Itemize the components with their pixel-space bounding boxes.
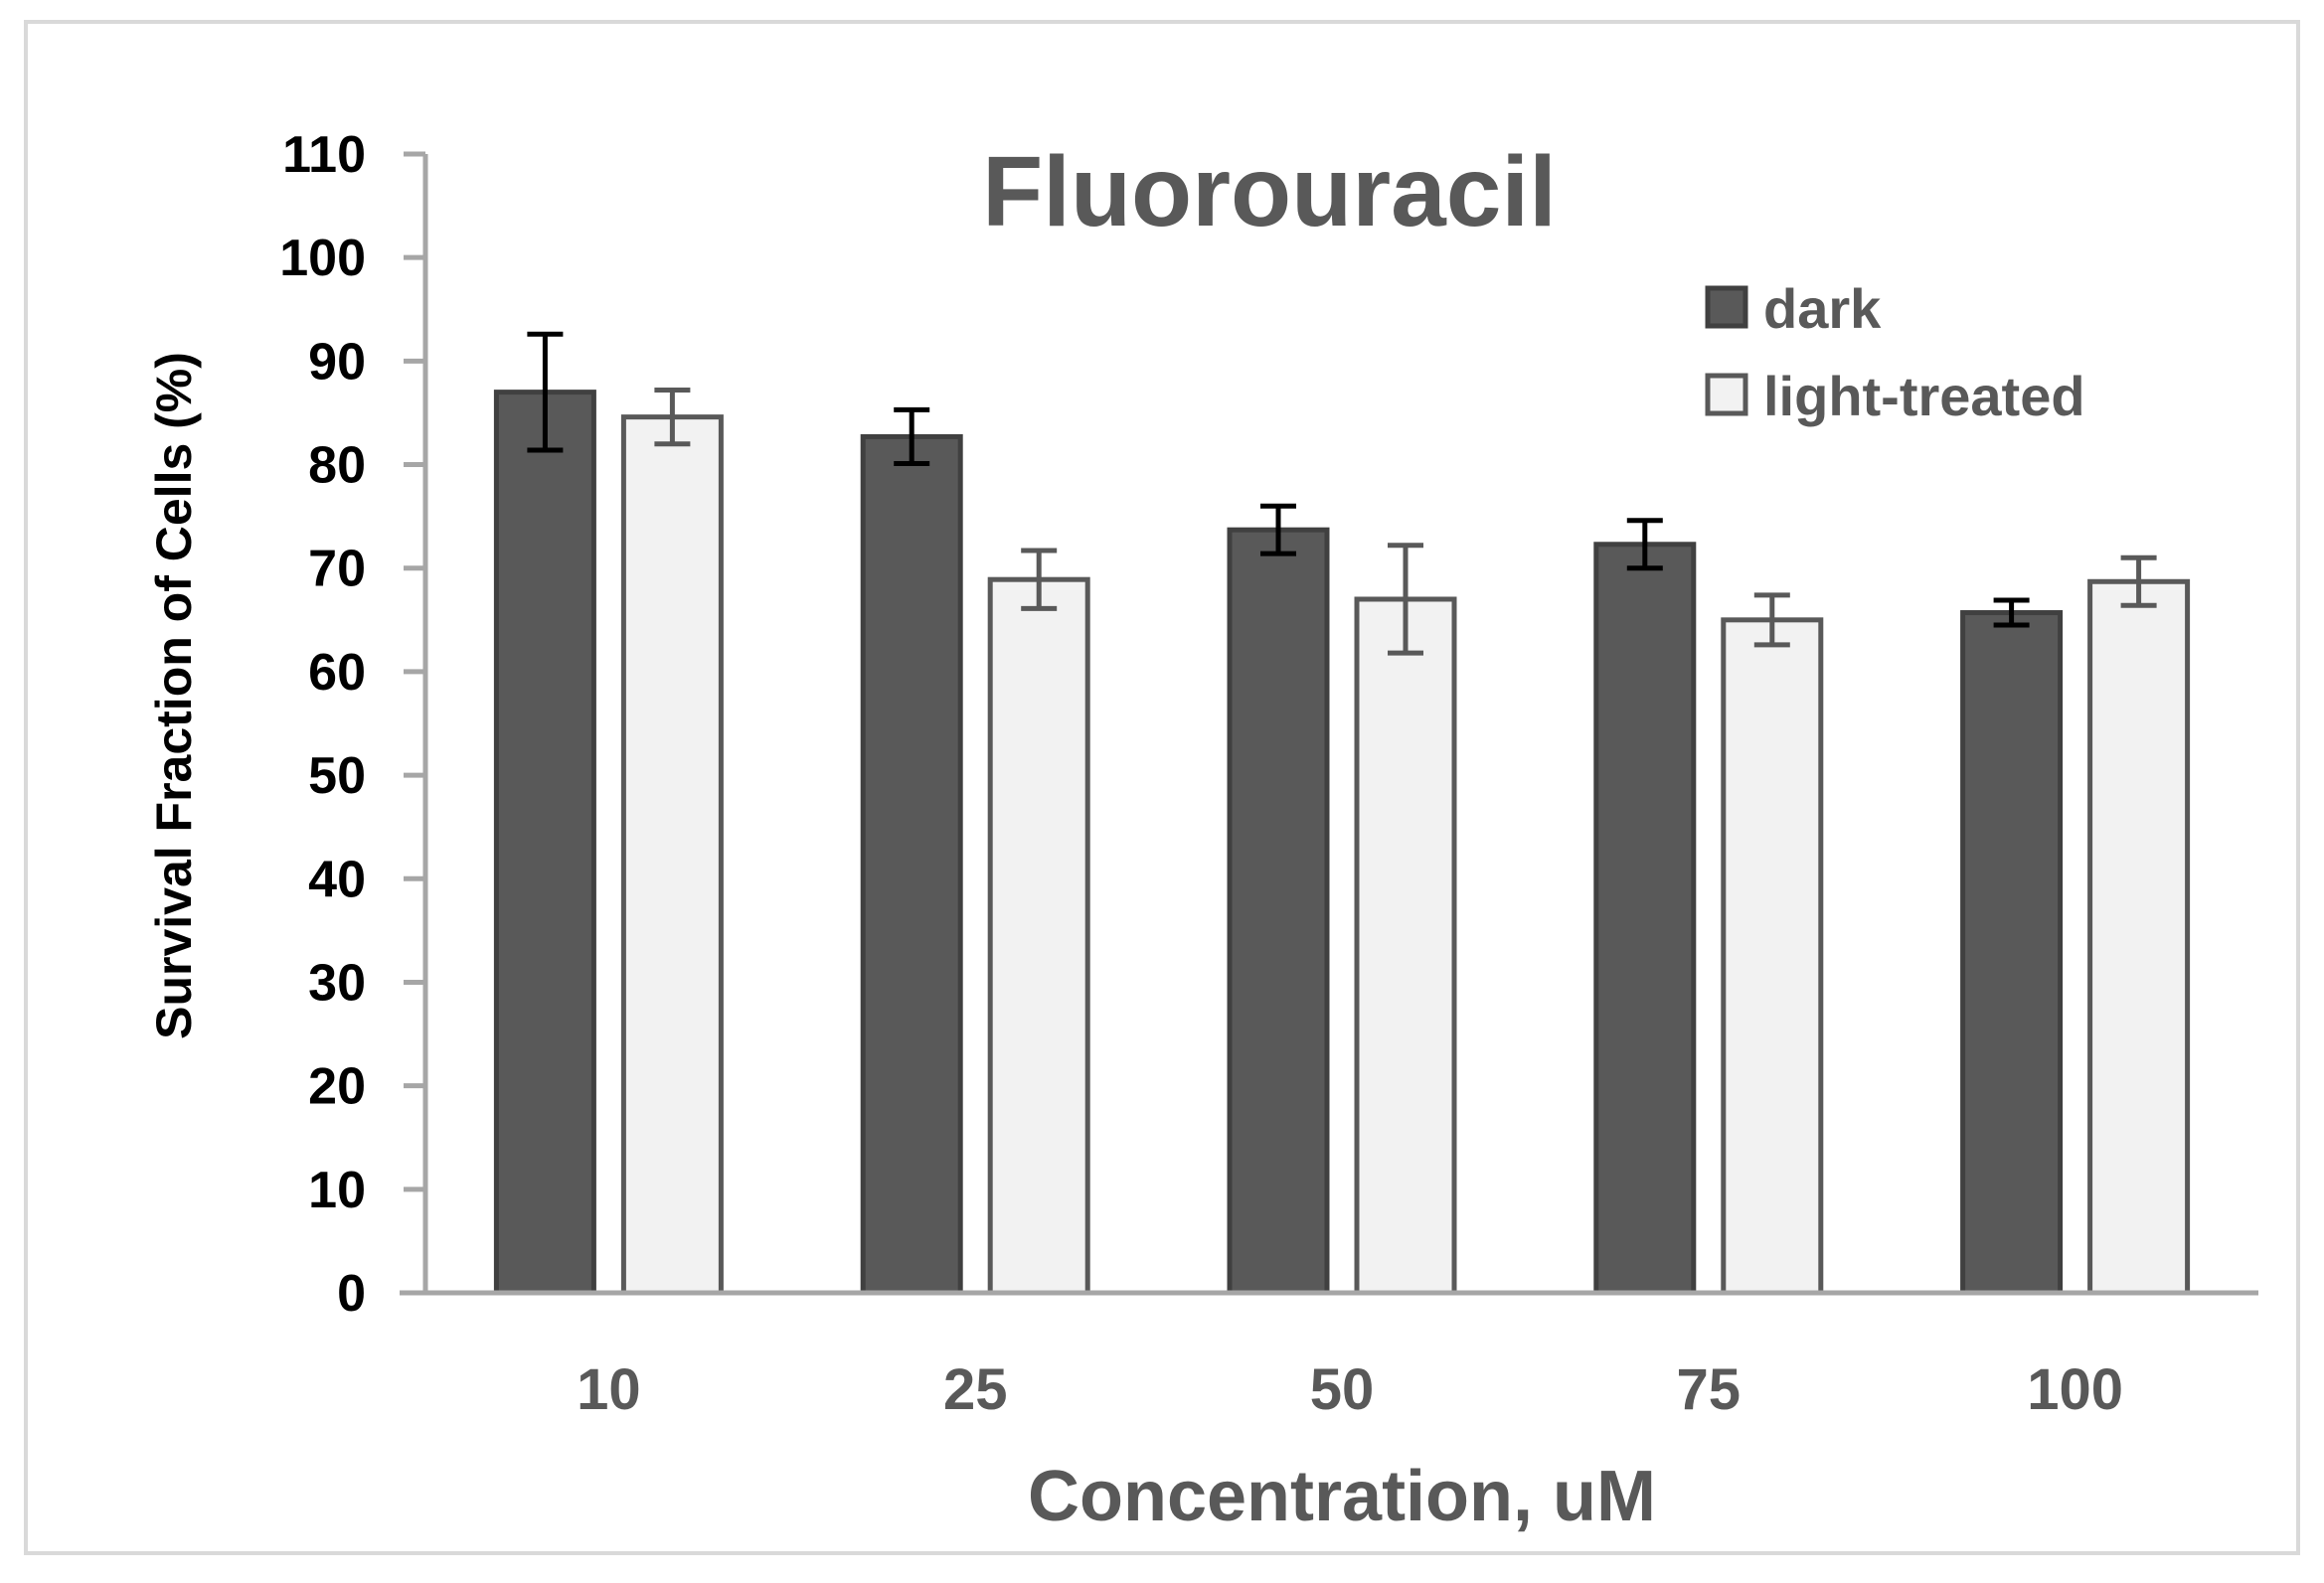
y-tick-label: 90	[308, 333, 366, 391]
legend-label-dark: dark	[1763, 277, 1882, 340]
bar-dark-50	[1227, 527, 1330, 1296]
x-tick-label: 75	[1677, 1357, 1742, 1422]
x-tick-label: 25	[943, 1357, 1008, 1422]
y-tick-label: 100	[279, 230, 366, 287]
bar-dark-10	[493, 390, 596, 1296]
legend: dark light-treated	[1705, 277, 2085, 427]
y-tick-label: 110	[282, 126, 366, 184]
plot-area: 0 10 20 30 40 50 60 70 80 90 100 110 10 25 50 75 100	[279, 126, 2258, 1422]
bar-dark-75	[1593, 542, 1697, 1296]
y-tick-label: 10	[308, 1162, 366, 1219]
y-tick-label: 40	[308, 851, 366, 908]
y-tick-label: 60	[308, 644, 366, 702]
y-tick-label: 0	[337, 1265, 366, 1323]
bar-light-treated-75	[1721, 617, 1824, 1296]
error-bar-dark-75	[1626, 518, 1663, 571]
legend-label-light-treated: light-treated	[1763, 365, 2085, 427]
y-tick-label: 30	[308, 954, 366, 1012]
error-bar-light-treated-100	[2120, 554, 2157, 608]
error-bar-dark-100	[1993, 597, 2030, 628]
y-axis-title: Survival Fraction of Cells (%)	[146, 352, 202, 1039]
error-bar-light-treated-50	[1388, 543, 1423, 656]
error-bar-light-treated-75	[1753, 592, 1790, 648]
error-bar-dark-50	[1260, 503, 1296, 556]
error-bar-light-treated-25	[1021, 548, 1058, 611]
legend-swatch-light-treated	[1705, 373, 1748, 416]
bar-light-treated-50	[1354, 596, 1457, 1296]
x-tick-label: 50	[1310, 1357, 1375, 1422]
y-tick-label: 20	[308, 1058, 366, 1116]
chart-title: Fluorouracil	[982, 136, 1557, 247]
x-tick-label: 100	[2027, 1357, 2123, 1422]
bar-dark-25	[860, 433, 963, 1296]
chart-frame	[24, 20, 2300, 1555]
bar-light-treated-100	[2087, 578, 2191, 1296]
y-tick-label: 80	[308, 437, 366, 495]
x-tick-label: 10	[577, 1357, 641, 1422]
bar-light-treated-10	[620, 414, 724, 1296]
legend-swatch-dark	[1705, 285, 1748, 329]
y-tick-label: 50	[308, 747, 366, 805]
x-axis-title: Concentration, uM	[1028, 1457, 1656, 1536]
error-bar-dark-25	[894, 406, 930, 467]
error-bar-dark-10	[527, 331, 564, 453]
bar-light-treated-25	[987, 576, 1090, 1296]
error-bar-light-treated-10	[654, 388, 691, 447]
y-tick-label: 70	[308, 541, 366, 598]
bar-dark-100	[1960, 610, 2064, 1296]
